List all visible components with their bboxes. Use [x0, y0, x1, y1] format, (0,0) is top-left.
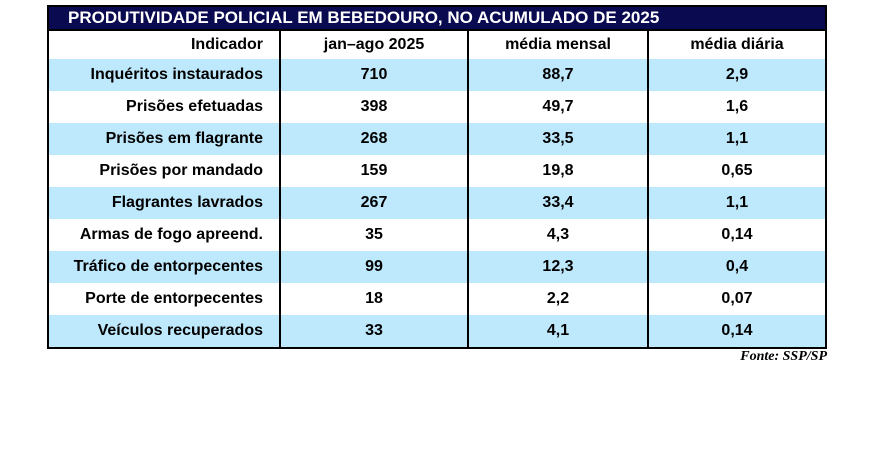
indicator-cell: Prisões por mandado	[99, 162, 263, 179]
value-cell: 35	[279, 219, 468, 251]
value-cell: 398	[279, 91, 468, 123]
value-cell: 0,14	[647, 219, 825, 251]
value-cell: 0,07	[647, 283, 825, 315]
data-grid: Indicador jan–ago 2025 média mensal médi…	[49, 31, 825, 347]
table-row: Prisões em flagrante 268 33,5 1,1	[49, 123, 825, 155]
value-cell: 1,6	[647, 91, 825, 123]
indicator-cell: Armas de fogo apreend.	[79, 226, 263, 243]
value-cell: 0,4	[647, 251, 825, 283]
column-header-jan-ago: jan–ago 2025	[279, 31, 468, 59]
column-header-media-mensal: média mensal	[467, 31, 648, 59]
value-cell: 4,3	[467, 219, 648, 251]
table-row: Tráfico de entorpecentes 99 12,3 0,4	[49, 251, 825, 283]
value-cell: 0,14	[647, 315, 825, 347]
value-cell: 33,4	[467, 187, 648, 219]
value-cell: 159	[279, 155, 468, 187]
indicator-cell: Tráfico de entorpecentes	[73, 258, 263, 275]
column-header-indicador: Indicador	[49, 31, 280, 59]
value-cell: 18	[279, 283, 468, 315]
source-note: Fonte: SSP/SP	[740, 349, 827, 364]
indicator-cell: Prisões efetuadas	[126, 98, 263, 115]
value-cell: 4,1	[467, 315, 648, 347]
table-row: Prisões por mandado 159 19,8 0,65	[49, 155, 825, 187]
table-row: Veículos recuperados 33 4,1 0,14	[49, 315, 825, 347]
table-title: PRODUTIVIDADE POLICIAL EM BEBEDOURO, NO …	[49, 7, 825, 31]
table-row: Flagrantes lavrados 267 33,4 1,1	[49, 187, 825, 219]
value-cell: 2,9	[647, 59, 825, 91]
table-row: Porte de entorpecentes 18 2,2 0,07	[49, 283, 825, 315]
indicator-cell: Veículos recuperados	[97, 322, 263, 339]
table-row: Prisões efetuadas 398 49,7 1,6	[49, 91, 825, 123]
value-cell: 2,2	[467, 283, 648, 315]
value-cell: 33,5	[467, 123, 648, 155]
value-cell: 268	[279, 123, 468, 155]
value-cell: 12,3	[467, 251, 648, 283]
value-cell: 49,7	[467, 91, 648, 123]
column-header-media-diaria: média diária	[647, 31, 825, 59]
value-cell: 710	[279, 59, 468, 91]
value-cell: 88,7	[467, 59, 648, 91]
indicator-cell: Porte de entorpecentes	[85, 290, 263, 307]
header-row: Indicador jan–ago 2025 média mensal médi…	[49, 31, 825, 59]
indicator-cell: Prisões em flagrante	[105, 130, 263, 147]
productivity-table: PRODUTIVIDADE POLICIAL EM BEBEDOURO, NO …	[47, 5, 827, 349]
value-cell: 1,1	[647, 187, 825, 219]
value-cell: 99	[279, 251, 468, 283]
value-cell: 267	[279, 187, 468, 219]
value-cell: 33	[279, 315, 468, 347]
value-cell: 1,1	[647, 123, 825, 155]
table-body: Inquéritos instaurados 710 88,7 2,9 Prisões …	[49, 59, 825, 347]
table-row: Armas de fogo apreend. 35 4,3 0,14	[49, 219, 825, 251]
table-row: Inquéritos instaurados 710 88,7 2,9	[49, 59, 825, 91]
value-cell: 0,65	[647, 155, 825, 187]
indicator-cell: Flagrantes lavrados	[111, 194, 263, 211]
value-cell: 19,8	[467, 155, 648, 187]
indicator-cell: Inquéritos instaurados	[90, 66, 263, 83]
